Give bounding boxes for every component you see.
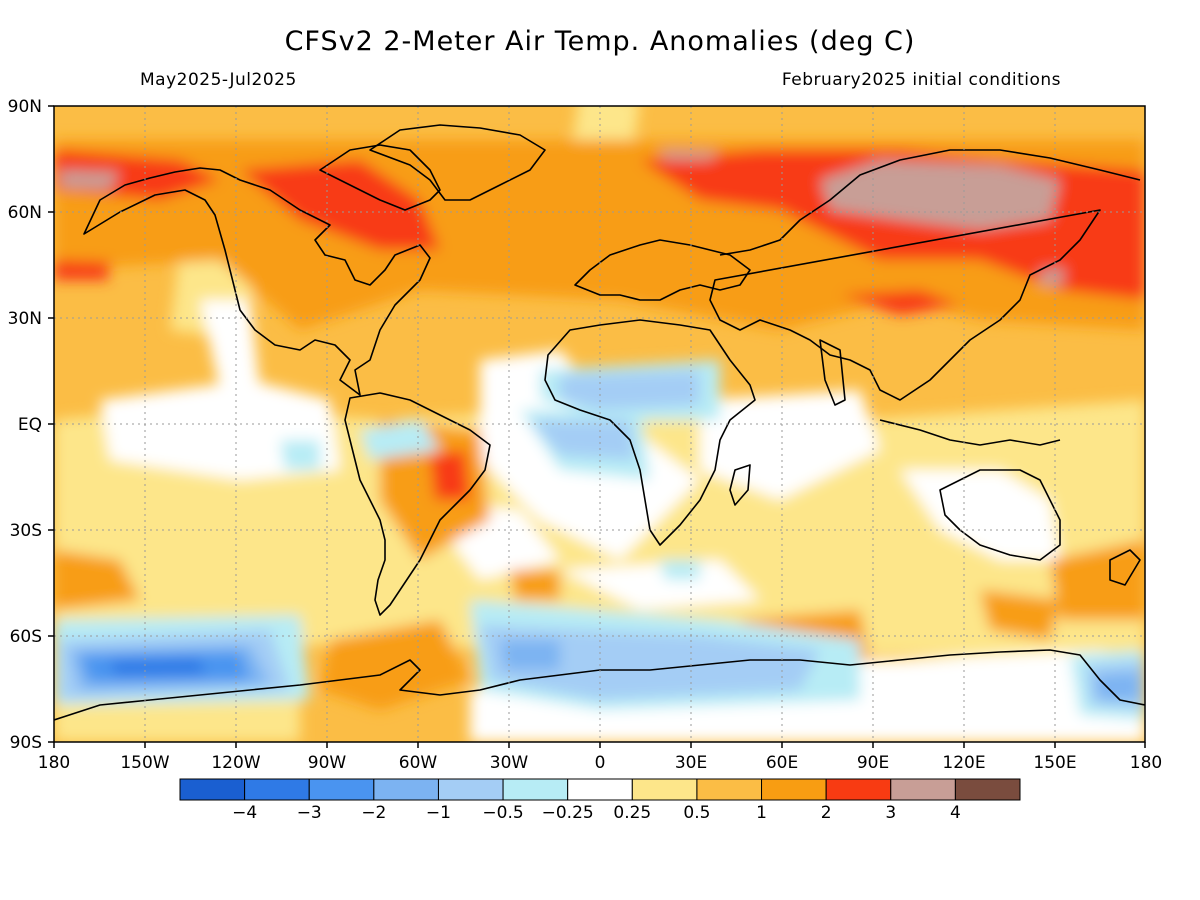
lon-label: 120W — [211, 753, 260, 773]
legend-label: 0.25 — [613, 803, 651, 823]
legend-label: 4 — [950, 803, 961, 823]
lon-label: 0 — [595, 753, 606, 773]
legend-swatch — [438, 779, 503, 800]
legend-label: 1 — [756, 803, 767, 823]
lon-label: 30E — [675, 753, 707, 773]
lon-label: 180 — [38, 753, 70, 773]
lat-label: 60N — [8, 203, 42, 223]
lat-label: 60S — [10, 627, 42, 647]
legend-swatch — [245, 779, 310, 800]
lat-label: 90S — [10, 733, 42, 753]
legend-swatch — [762, 779, 827, 800]
legend-swatch — [697, 779, 762, 800]
latitude-labels: 90N 60N 30N EQ 30S 60S 90S — [8, 97, 42, 753]
lon-label: 120E — [942, 753, 985, 773]
legend-label: −0.5 — [482, 803, 523, 823]
legend-swatch — [632, 779, 697, 800]
lon-label: 90W — [308, 753, 347, 773]
legend-label: 2 — [821, 803, 832, 823]
lat-label: 30N — [8, 309, 42, 329]
color-legend-labels: −4 −3 −2 −1 −0.5 −0.25 0.25 0.5 1 2 3 4 — [232, 803, 961, 823]
lon-label: 150W — [120, 753, 169, 773]
lat-label: 90N — [8, 97, 42, 117]
legend-swatch — [180, 779, 245, 800]
lon-label: 30W — [490, 753, 529, 773]
legend-label: −4 — [232, 803, 257, 823]
lat-label: EQ — [18, 415, 42, 435]
lon-label: 60W — [399, 753, 438, 773]
legend-label: −3 — [297, 803, 322, 823]
anomaly-field — [54, 90, 1145, 742]
legend-swatch — [503, 779, 568, 800]
longitude-labels: 180 150W 120W 90W 60W 30W 0 30E 60E 90E 120E 150E 18… — [38, 753, 1162, 773]
lat-label: 30S — [10, 521, 42, 541]
lon-label: 90E — [857, 753, 889, 773]
color-legend — [180, 779, 1020, 800]
legend-swatch — [568, 779, 633, 800]
legend-swatch — [309, 779, 374, 800]
lon-label: 180 — [1130, 753, 1162, 773]
legend-swatch — [891, 779, 956, 800]
lon-label: 60E — [766, 753, 798, 773]
legend-swatch — [826, 779, 891, 800]
lon-label: 150E — [1033, 753, 1076, 773]
legend-swatch — [374, 779, 439, 800]
legend-label: 3 — [885, 803, 896, 823]
legend-label: −2 — [361, 803, 386, 823]
legend-label: 0.5 — [683, 803, 710, 823]
legend-label: −0.25 — [542, 803, 594, 823]
legend-label: −1 — [426, 803, 451, 823]
legend-swatch — [955, 779, 1020, 800]
